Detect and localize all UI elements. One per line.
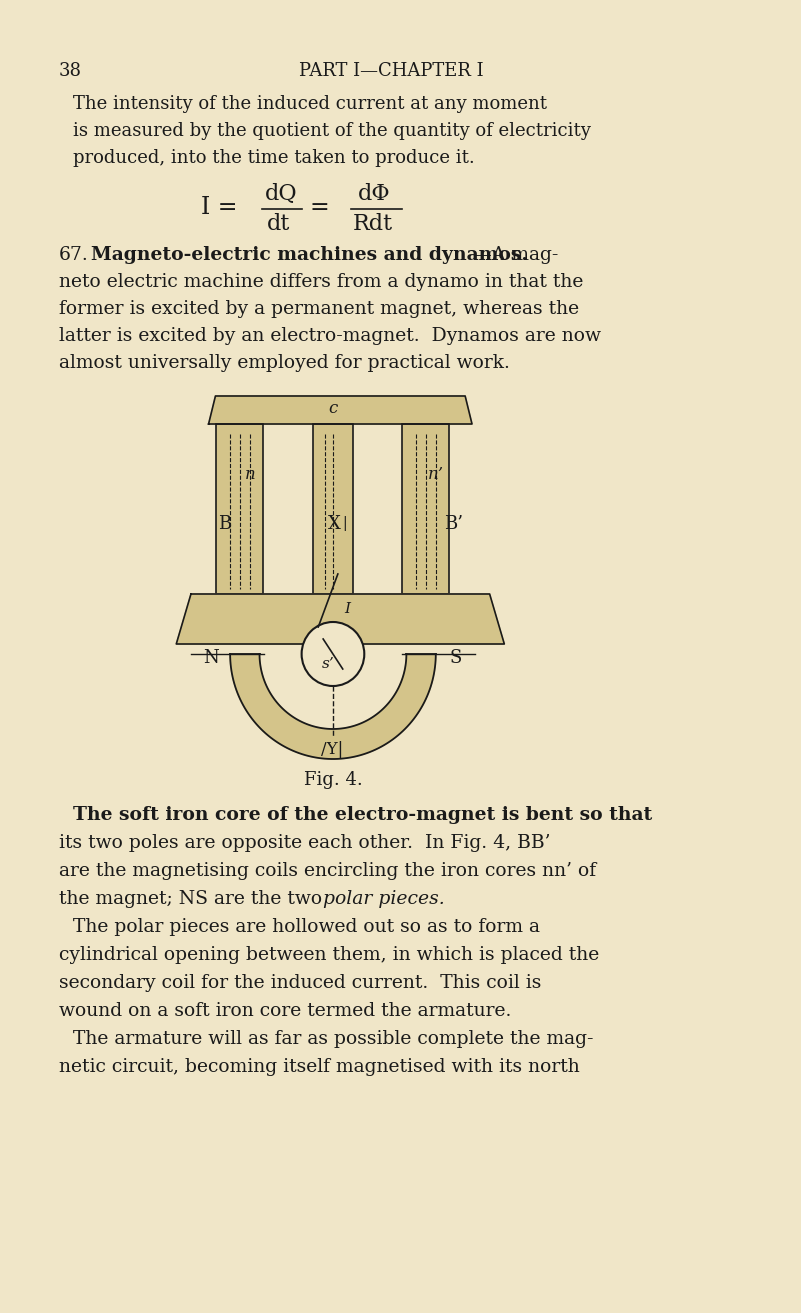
Text: Magneto-electric machines and dynamos.: Magneto-electric machines and dynamos. [91, 246, 528, 264]
Circle shape [302, 622, 364, 685]
Text: dt: dt [268, 213, 291, 235]
Bar [313, 424, 352, 593]
Text: X: X [328, 515, 341, 533]
Text: secondary coil for the induced current.  This coil is: secondary coil for the induced current. … [58, 974, 541, 993]
Bar [216, 424, 264, 593]
Text: is measured by the quotient of the quantity of electricity: is measured by the quotient of the quant… [74, 122, 591, 140]
Text: I =: I = [201, 196, 237, 219]
Text: The polar pieces are hollowed out so as to form a: The polar pieces are hollowed out so as … [74, 918, 541, 936]
Text: 38: 38 [58, 62, 82, 80]
Text: s’: s’ [322, 656, 335, 671]
Text: almost universally employed for practical work.: almost universally employed for practica… [58, 355, 509, 372]
Text: The soft iron core of the electro-magnet is bent so that: The soft iron core of the electro-magnet… [74, 806, 653, 825]
Text: wound on a soft iron core termed the armature.: wound on a soft iron core termed the arm… [58, 1002, 511, 1020]
Polygon shape [176, 593, 505, 643]
Text: dΦ: dΦ [357, 183, 390, 205]
Text: the magnet; NS are the two: the magnet; NS are the two [58, 890, 328, 909]
Text: produced, into the time taken to produce it.: produced, into the time taken to produce… [74, 148, 475, 167]
Text: The intensity of the induced current at any moment: The intensity of the induced current at … [74, 95, 547, 113]
Text: /Y|: /Y| [321, 741, 344, 758]
Bar [402, 424, 449, 593]
Text: n: n [245, 466, 256, 482]
Text: are the magnetising coils encircling the iron cores nn’ of: are the magnetising coils encircling the… [58, 863, 596, 880]
Text: netic circuit, becoming itself magnetised with its north: netic circuit, becoming itself magnetise… [58, 1058, 579, 1075]
Text: The armature will as far as possible complete the mag-: The armature will as far as possible com… [74, 1029, 594, 1048]
Text: dQ: dQ [264, 183, 297, 205]
Text: its two poles are opposite each other.  In Fig. 4, BB’: its two poles are opposite each other. I… [58, 834, 550, 852]
Polygon shape [208, 397, 472, 424]
Text: n’: n’ [428, 466, 444, 482]
Text: B: B [219, 515, 231, 533]
Text: latter is excited by an electro-magnet.  Dynamos are now: latter is excited by an electro-magnet. … [58, 327, 601, 345]
Text: PART I—CHAPTER I: PART I—CHAPTER I [300, 62, 484, 80]
Polygon shape [230, 654, 436, 759]
Text: S: S [449, 649, 461, 667]
Text: —A mag-: —A mag- [473, 246, 558, 264]
Text: Fig. 4.: Fig. 4. [304, 771, 362, 789]
Text: neto electric machine differs from a dynamo in that the: neto electric machine differs from a dyn… [58, 273, 583, 291]
Text: Rdt: Rdt [352, 213, 392, 235]
Text: =: = [309, 196, 329, 219]
Text: N: N [203, 649, 219, 667]
Text: 67.: 67. [58, 246, 88, 264]
Text: polar pieces.: polar pieces. [323, 890, 445, 909]
Text: B’: B’ [444, 515, 463, 533]
Text: |: | [342, 516, 346, 530]
Text: c: c [328, 399, 337, 416]
Text: I: I [344, 601, 351, 616]
Text: former is excited by a permanent magnet, whereas the: former is excited by a permanent magnet,… [58, 299, 579, 318]
Text: cylindrical opening between them, in which is placed the: cylindrical opening between them, in whi… [58, 945, 599, 964]
